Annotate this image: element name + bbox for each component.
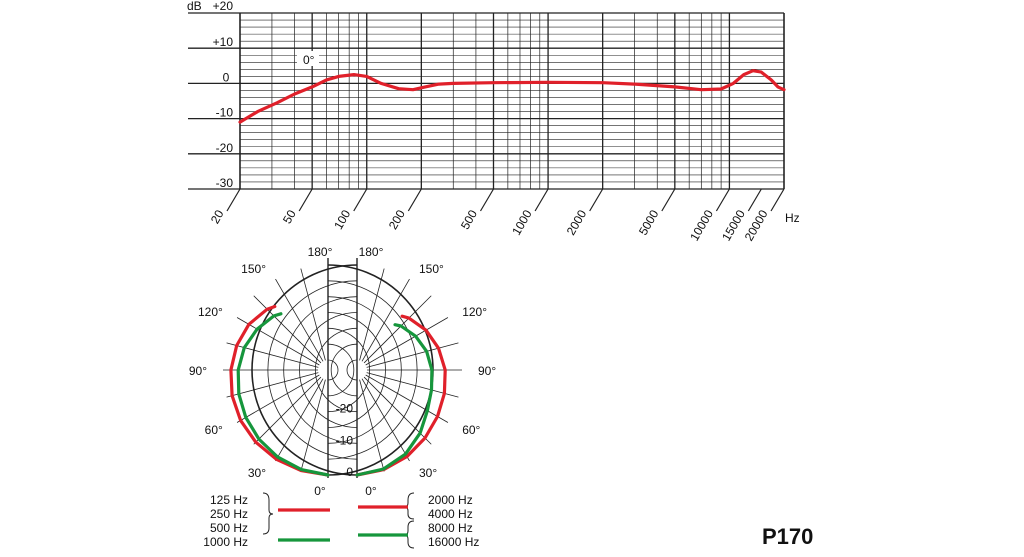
polar-radial-line bbox=[361, 378, 410, 462]
legend-brace-left bbox=[262, 492, 274, 535]
polar-radial-line bbox=[361, 278, 410, 362]
x-tick-mark bbox=[589, 188, 604, 212]
polar-radial-line bbox=[236, 374, 320, 423]
polar-angle-label: 180° bbox=[308, 245, 333, 259]
legend-label-right: 2000 Hz bbox=[428, 493, 473, 507]
annotation-background bbox=[297, 51, 319, 66]
x-tick-mark bbox=[298, 188, 313, 212]
polar-ring bbox=[267, 280, 358, 460]
x-tick-mark bbox=[661, 188, 676, 212]
polar-curve-right bbox=[355, 314, 447, 477]
polar-radial-line bbox=[366, 342, 459, 368]
x-tick-label: 20000 bbox=[742, 207, 771, 243]
polar-angle-label: 60° bbox=[462, 423, 480, 437]
polar-radial-line bbox=[300, 268, 326, 361]
polar-radial-line bbox=[363, 295, 432, 364]
legend-label-right: 4000 Hz bbox=[428, 507, 473, 521]
polar-angle-label: 30° bbox=[419, 466, 437, 480]
polar-radial-line bbox=[275, 278, 324, 362]
x-tick-label: 100 bbox=[331, 207, 353, 232]
polar-db-label: -20 bbox=[336, 402, 354, 416]
polar-angle-label: 120° bbox=[198, 305, 223, 319]
legend-label-left: 125 Hz bbox=[210, 493, 248, 507]
x-tick-label: 50 bbox=[280, 207, 299, 226]
polar-curve-left bbox=[229, 304, 330, 477]
frequency-grid bbox=[188, 12, 785, 190]
polar-db-label: -10 bbox=[336, 433, 354, 447]
polar-radial-line bbox=[365, 317, 449, 366]
x-tick-label: 20 bbox=[208, 207, 227, 226]
x-tick-mark bbox=[226, 188, 241, 212]
frequency-series bbox=[238, 69, 786, 124]
polar-ring bbox=[315, 327, 358, 413]
x-tick-label: 1000 bbox=[509, 207, 535, 237]
polar-radial-line bbox=[359, 268, 385, 361]
polar-ring bbox=[283, 296, 358, 444]
polar-db-label: 0 bbox=[346, 465, 353, 479]
polar-angle-label: 90° bbox=[478, 364, 496, 378]
polar-radial-line bbox=[253, 376, 322, 445]
frequency-response-line bbox=[238, 69, 786, 124]
frequency-y-axis-label: dB bbox=[187, 0, 202, 13]
frequency-y-ticks: +20 +10 0 -10 -20 -30 bbox=[213, 0, 234, 190]
legend-label-right: 8000 Hz bbox=[428, 521, 473, 535]
polar-ring bbox=[330, 343, 358, 397]
polar-ring bbox=[327, 343, 355, 397]
polar-series bbox=[229, 304, 447, 477]
polar-angle-label: 0° bbox=[314, 484, 326, 498]
polar-angle-label: 30° bbox=[248, 466, 266, 480]
legend-label-left: 1000 Hz bbox=[203, 535, 248, 549]
frequency-x-axis-label: Hz bbox=[785, 211, 800, 225]
x-tick-label: 5000 bbox=[636, 207, 662, 237]
polar-curve-right bbox=[355, 323, 434, 477]
polar-ring bbox=[327, 359, 339, 381]
y-tick-label: -20 bbox=[216, 141, 234, 155]
x-tick-mark bbox=[353, 188, 368, 212]
x-tick-mark bbox=[747, 188, 762, 212]
polar-radial-line bbox=[359, 379, 385, 472]
polar-radial-line bbox=[253, 295, 322, 364]
y-tick-label: -10 bbox=[216, 106, 234, 120]
polar-radial-line bbox=[226, 342, 319, 368]
polar-ring bbox=[251, 264, 358, 476]
x-tick-label: 500 bbox=[458, 207, 480, 232]
legend-label-left: 250 Hz bbox=[210, 507, 248, 521]
polar-ring bbox=[299, 312, 358, 428]
polar-radial-line bbox=[236, 317, 320, 366]
polar-angle-label: 0° bbox=[365, 484, 377, 498]
polar-angle-label: 120° bbox=[462, 305, 487, 319]
y-tick-label: -30 bbox=[216, 176, 234, 190]
polar-radial-line bbox=[275, 378, 324, 462]
x-tick-mark bbox=[534, 188, 549, 212]
polar-angle-label: 60° bbox=[205, 423, 223, 437]
polar-radial-line bbox=[300, 379, 326, 472]
polar-curve-left bbox=[236, 312, 330, 477]
legend-label-right: 16000 Hz bbox=[428, 535, 479, 549]
polar-labels: 0° 0° 30° 30° 60° 60° 90° 90° 120° 120° 150° 150° 18… bbox=[189, 245, 497, 498]
x-tick-mark bbox=[770, 188, 785, 212]
y-tick-label: +10 bbox=[213, 35, 234, 49]
polar-angle-label: 90° bbox=[189, 364, 207, 378]
x-tick-label: 10000 bbox=[687, 207, 716, 243]
model-name: P170 bbox=[762, 524, 814, 549]
polar-radial-line bbox=[365, 374, 449, 423]
x-tick-mark bbox=[407, 188, 422, 212]
polar-angle-label: 150° bbox=[419, 262, 444, 276]
x-tick-label: 200 bbox=[386, 207, 408, 232]
polar-ring bbox=[327, 327, 370, 413]
polar-angle-label: 180° bbox=[359, 245, 384, 259]
frequency-curve-annotation: 0° bbox=[303, 53, 315, 67]
x-tick-mark bbox=[479, 188, 495, 212]
polar-angle-label: 150° bbox=[241, 262, 266, 276]
polar-radial-line bbox=[226, 372, 319, 398]
x-tick-label: 2000 bbox=[564, 207, 590, 237]
y-tick-label: 0 bbox=[223, 70, 230, 84]
legend-label-left: 500 Hz bbox=[210, 521, 248, 535]
x-tick-mark bbox=[715, 188, 730, 212]
polar-ring bbox=[346, 359, 358, 381]
y-tick-label: +20 bbox=[213, 0, 234, 13]
